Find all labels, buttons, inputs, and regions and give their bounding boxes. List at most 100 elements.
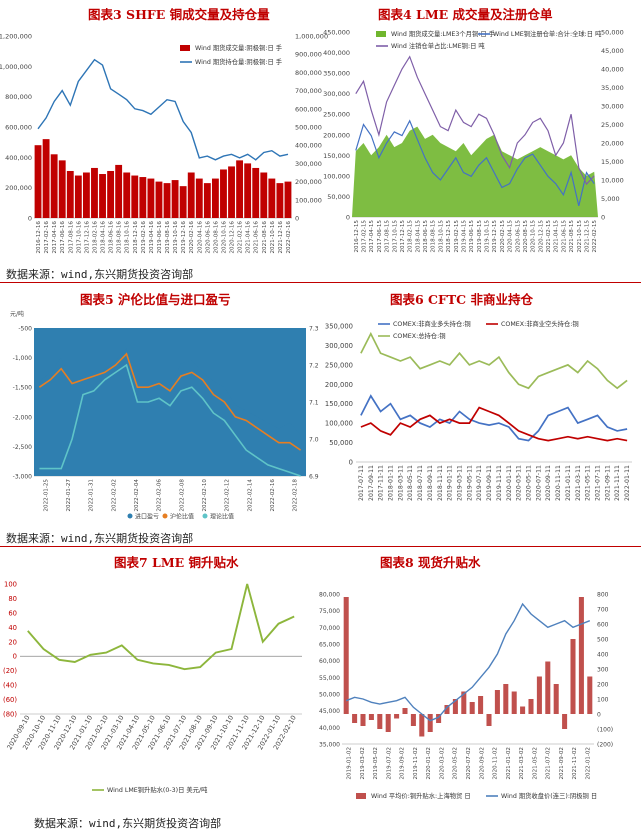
bar [50, 154, 58, 218]
y-tick-label: 1,000,000 [0, 63, 32, 71]
y2-tick-label: 700,000 [295, 87, 322, 95]
bar [171, 180, 179, 218]
x-tick-label: 2022-02-10 [202, 479, 208, 512]
y-tick-label: 65,000 [319, 642, 340, 649]
x-tick-label: 2021-10-16 [270, 221, 276, 254]
bar [368, 714, 374, 720]
chart-title: 图表3 SHFE 铜成交量及持仓量 [88, 7, 270, 22]
x-tick-label: 2022-01-02 [585, 747, 591, 780]
y-tick-label: (80) [3, 711, 17, 719]
legend-label: COMEX:非商业多头持仓:铜 [393, 319, 471, 328]
y-tick-label: (60) [3, 696, 17, 704]
x-tick-label: 2018-10-15 [438, 220, 444, 253]
y2-tick-label: 500 [597, 637, 609, 644]
y2-tick-label: 35,000 [601, 84, 624, 92]
x-tick-label: 2020-09-02 [479, 747, 485, 780]
bar [115, 164, 123, 218]
bar [139, 177, 147, 218]
bar [461, 691, 467, 714]
x-tick-label: 2021-10-15 [577, 220, 583, 253]
line-series [360, 406, 628, 442]
y-tick-label: -2,500 [13, 444, 33, 451]
y-tick-label: 150,000 [323, 152, 350, 160]
x-tick-label: 2019-06-16 [157, 221, 163, 254]
x-tick-label: 2020-11-11 [555, 465, 562, 501]
bar [147, 178, 155, 218]
y-tick-label: 0 [346, 214, 350, 222]
x-tick-label: 2021-12-15 [584, 220, 590, 253]
x-tick-label: 2017-06-15 [377, 220, 383, 253]
y-tick-label: 20 [8, 638, 17, 646]
x-tick-label: 2020-12-16 [230, 221, 236, 254]
bar [469, 702, 475, 714]
chart-title: 图表5 沪伦比值与进口盈亏 [80, 292, 231, 307]
bar [503, 684, 509, 714]
x-tick-label: 2022-02-06 [157, 479, 163, 512]
legend-label: Wind 注销仓单占比:LME铜:日 吨 [391, 41, 485, 50]
x-tick-label: 2019-10-16 [173, 221, 179, 254]
x-tick-label: 2022-02-02 [111, 479, 117, 512]
y2-tick-label: 300,000 [295, 160, 322, 168]
x-tick-label: 2017-02-16 [44, 221, 50, 254]
x-tick-label: 2017-10-16 [76, 221, 82, 254]
x-tick-label: 2017-11-11 [378, 465, 385, 501]
y-tick-label: -2,000 [13, 414, 33, 421]
bar [58, 160, 66, 218]
y-tick-label: 75,000 [319, 608, 340, 615]
y-tick-label: 350,000 [325, 323, 353, 331]
y2-tick-label: 45,000 [601, 47, 624, 55]
chart-fig4: 0 50,000 100,000 150,000 200,000 250,000 300,0… [323, 29, 624, 253]
x-tick-label: 2022-01-27 [66, 479, 72, 512]
y2-tick-label: 1,000,000 [295, 33, 328, 41]
x-tick-label: 2020-10-15 [531, 220, 537, 253]
x-tick-label: 2020-08-16 [213, 221, 219, 254]
area-series [34, 348, 306, 476]
chart-title: 图表7 LME 铜升贴水 [114, 555, 239, 570]
y-tick-label: -3,000 [13, 474, 33, 481]
bar [99, 174, 106, 218]
x-tick-label: 2020-07-02 [466, 747, 472, 780]
chart-title: 图表8 现货升贴水 [380, 555, 481, 570]
bar [195, 178, 203, 218]
bar [394, 714, 400, 719]
y-tick-label: 45,000 [319, 708, 340, 715]
x-tick-label: 2018-06-15 [423, 220, 429, 253]
bar [123, 172, 131, 218]
y-tick-label: 60 [8, 609, 17, 617]
chart-title: 图表6 CFTC 非商业持仓 [390, 292, 533, 307]
x-tick-label: 2018-04-15 [415, 220, 421, 253]
bar [203, 183, 211, 218]
x-tick-label: 2018-05-11 [407, 465, 414, 501]
bar [82, 172, 90, 218]
x-tick-label: 2021-01-02 [506, 747, 512, 780]
divider [0, 546, 641, 547]
y2-tick-label: (100) [597, 727, 613, 734]
x-tick-label: 2018-10-16 [125, 221, 131, 254]
legend-label: Wind 期货成交量:阴极铜:日 手 [195, 43, 282, 52]
x-tick-label: 2021-02-16 [238, 221, 244, 254]
divider [0, 282, 641, 283]
x-tick-label: 2021-11-11 [614, 465, 621, 501]
x-tick-label: 2019-01-11 [447, 465, 454, 501]
bar [587, 676, 593, 714]
x-tick-label: 2019-03-02 [360, 747, 366, 780]
y-tick-label: 200,000 [5, 184, 32, 192]
x-tick-label: 2018-01-11 [388, 465, 395, 501]
y-tick-label: 100,000 [325, 420, 353, 428]
y2-tick-label: 700 [597, 607, 609, 614]
legend-label: Wind 平均价:铜升贴水:上海物贸 日 [371, 791, 471, 800]
y2-tick-label: (200) [597, 742, 613, 749]
bar [155, 181, 163, 218]
x-tick-label: 2019-11-02 [413, 747, 419, 780]
y2-tick-label: 100 [597, 697, 609, 704]
x-tick-label: 2022-02-16 [286, 221, 292, 254]
x-tick-label: 2021-12-16 [278, 221, 284, 254]
y-tick-label: (20) [3, 667, 17, 675]
bar [427, 714, 433, 732]
x-tick-label: 2021-11-02 [572, 747, 578, 780]
y-tick-label: 400,000 [5, 154, 32, 162]
y2-tick-label: 6.9 [309, 474, 319, 481]
y2-tick-label: 10,000 [601, 177, 624, 185]
y-tick-label: 80,000 [319, 592, 340, 599]
bar [179, 186, 187, 218]
